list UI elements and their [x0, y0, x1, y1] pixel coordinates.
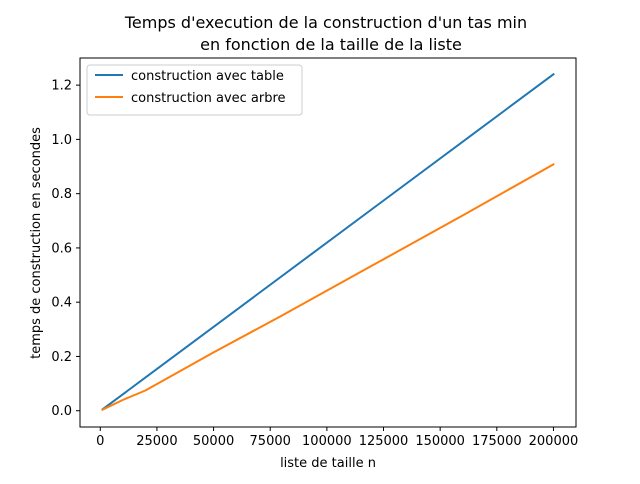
y-axis-label: temps de construction en secondes — [29, 127, 44, 359]
y-tick-label: 0.2 — [51, 350, 72, 365]
x-axis-label: liste de taille n — [280, 456, 376, 471]
plot-area — [101, 72, 555, 411]
x-tick-label: 200000 — [529, 434, 579, 449]
x-tick-label: 175000 — [472, 434, 522, 449]
x-tick-label: 0 — [96, 434, 104, 449]
y-tick-label: 0.8 — [51, 187, 72, 202]
series-line-0 — [101, 72, 555, 411]
legend-box — [86, 64, 303, 116]
x-tick-label: 25000 — [136, 434, 177, 449]
x-tick-label: 125000 — [359, 434, 409, 449]
chart-title-line-1: Temps d'execution de la construction d'u… — [124, 13, 527, 32]
axis-ticks: 0 25000 50000 75000 100000 125000 150000 175000… — [51, 79, 578, 449]
y-tick-label: 1.0 — [51, 133, 72, 148]
y-tick-label: 1.2 — [51, 79, 72, 94]
series-line-1 — [101, 162, 555, 411]
legend-label-table: construction avec table — [131, 69, 284, 84]
x-tick-label: 50000 — [193, 434, 234, 449]
x-tick-label: 75000 — [250, 434, 291, 449]
x-tick-label: 150000 — [415, 434, 465, 449]
axes-frame — [79, 57, 577, 428]
chart-title-line-2: en fonction de la taille de la liste — [200, 35, 462, 54]
x-tick-label: 100000 — [302, 434, 352, 449]
legend: construction avec table construction ave… — [86, 64, 303, 116]
y-tick-label: 0.0 — [51, 404, 72, 419]
y-tick-label: 0.6 — [51, 241, 72, 256]
y-tick-label: 0.4 — [51, 296, 72, 311]
legend-label-arbre: construction avec arbre — [131, 91, 286, 106]
